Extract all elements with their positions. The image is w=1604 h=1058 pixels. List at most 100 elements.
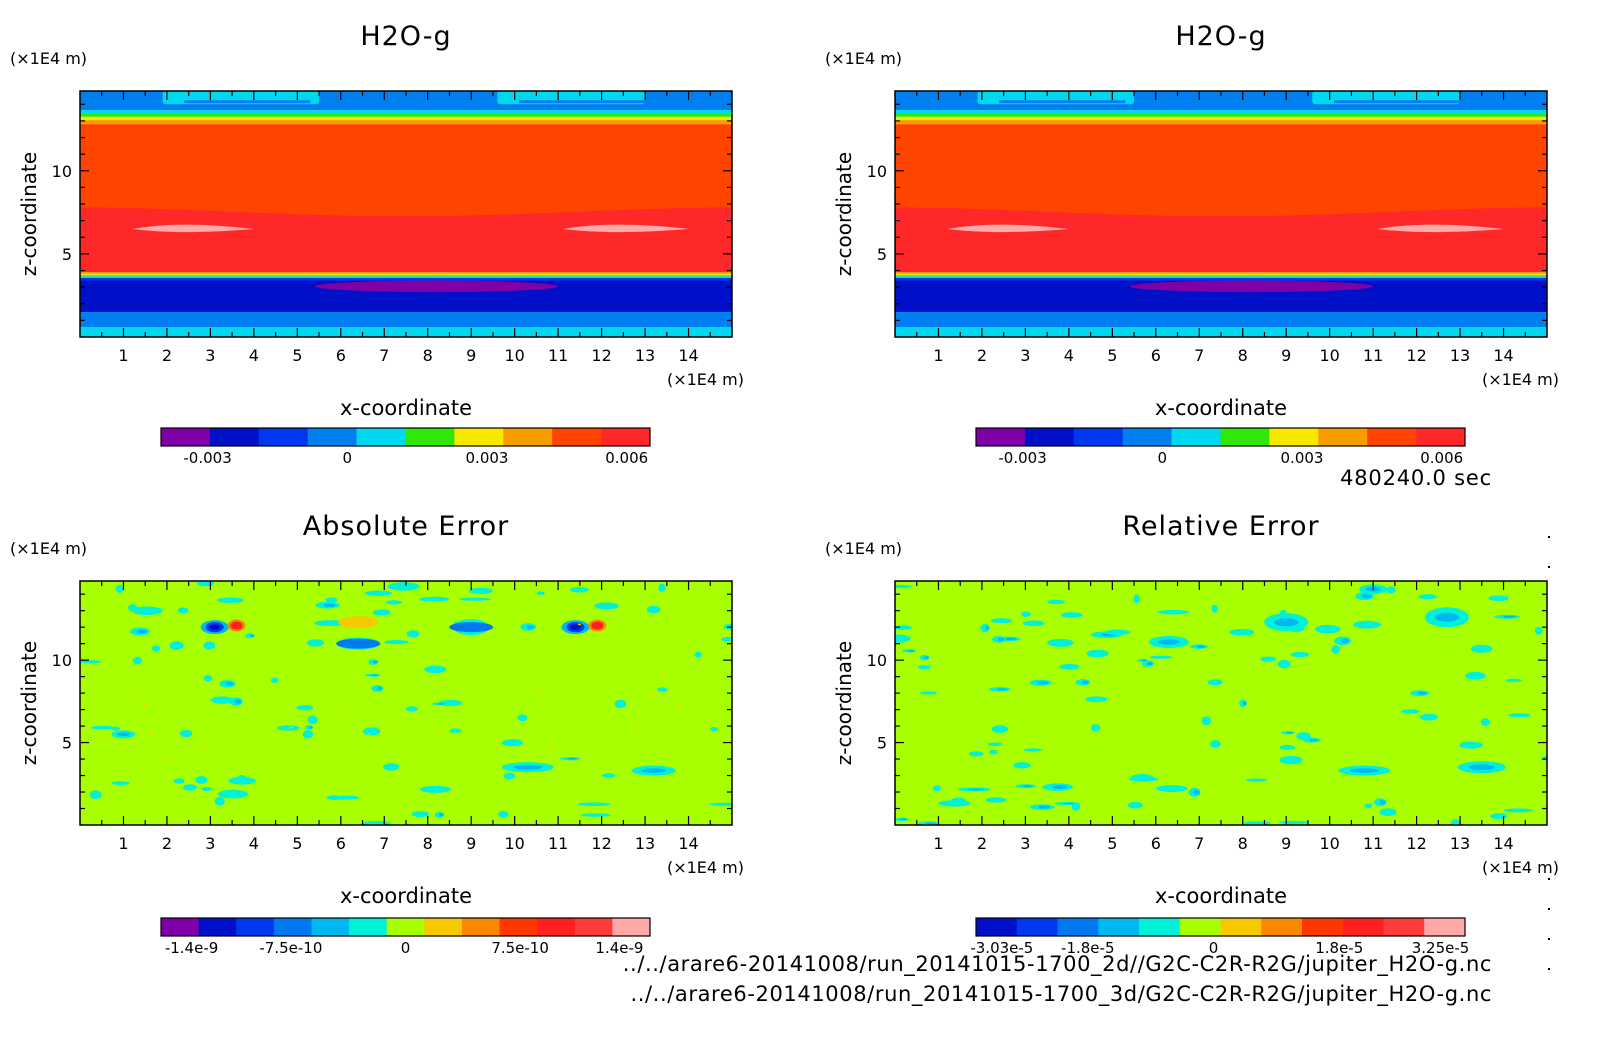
x-tick-label: 9: [466, 834, 476, 853]
noise-blob-core: [967, 788, 985, 791]
x-tick-label: 9: [1281, 834, 1291, 853]
noise-blob: [710, 727, 719, 732]
x-tick-label: 5: [292, 346, 302, 365]
x-tick-label: 1: [118, 346, 128, 365]
x-axis-label: x-coordinate: [1155, 884, 1287, 908]
cyan-region-core: [116, 732, 131, 737]
noise-blob: [214, 797, 225, 806]
colorbar-tick-label: 0.003: [1281, 449, 1324, 467]
positive-speckle: [357, 681, 361, 683]
x-tick-label: 14: [1493, 834, 1513, 853]
noise-blob: [1488, 595, 1509, 602]
band-lower-mid-blue: [80, 312, 732, 328]
noise-blob-core: [1417, 691, 1427, 695]
noise-blob: [111, 781, 130, 786]
noise-blob: [932, 785, 942, 792]
colorbar-swatch: [1016, 918, 1058, 936]
top-blue-line: [519, 100, 654, 104]
x-tick-label: 12: [1406, 834, 1426, 853]
y-tick-label: 5: [877, 245, 887, 264]
y-tick-label: 10: [867, 162, 887, 181]
colorbar-swatch: [1383, 918, 1425, 936]
colorbar-tick-label: 0.006: [1420, 449, 1463, 467]
positive-speckle: [494, 747, 498, 750]
positive-speckle: [722, 636, 726, 638]
noise-blob: [302, 730, 314, 739]
x-tick-label: 13: [1450, 834, 1470, 853]
noise-blob-core: [1038, 805, 1051, 809]
noise-blob: [305, 725, 313, 730]
noise-blob: [372, 609, 391, 616]
noise-blob: [195, 776, 208, 784]
x-tick-label: 13: [635, 346, 655, 365]
x-tick-label: 7: [379, 834, 389, 853]
margin-dot: [1548, 536, 1550, 538]
x-tick-label: 11: [548, 346, 568, 365]
band-upper-yellow: [80, 116, 732, 121]
positive-speckle: [633, 730, 637, 732]
noise-blob: [203, 675, 213, 682]
colorbar-swatch: [1367, 428, 1417, 446]
noise-blob: [1503, 808, 1533, 813]
positive-speckle: [326, 625, 330, 628]
x-tick-label: 11: [1363, 834, 1383, 853]
noise-blob: [1155, 785, 1188, 793]
noise-blob-core: [1052, 785, 1068, 790]
noise-blob: [449, 728, 462, 733]
colorbar-swatch: [1220, 918, 1262, 936]
noise-blob: [985, 797, 1006, 803]
noise-blob-core: [1286, 731, 1294, 734]
noise-blob: [216, 597, 245, 604]
noise-blob: [296, 705, 314, 711]
band-upper-orange: [895, 120, 1547, 125]
positive-speckle: [349, 734, 353, 737]
noise-blob-core: [526, 625, 535, 629]
noise-blob-core: [225, 681, 234, 686]
colorbar-frame: [160, 427, 651, 447]
positive-speckle: [232, 649, 236, 651]
error-background: [80, 581, 732, 825]
colorbar-swatch: [258, 428, 308, 446]
colorbar-tick-label: 0: [1158, 449, 1168, 467]
colorbar-swatch: [1318, 428, 1368, 446]
noise-blob: [1047, 638, 1074, 647]
band-transition-orange: [80, 272, 732, 274]
noise-blob: [270, 677, 279, 683]
noise-blob: [1260, 656, 1277, 662]
x-tick-label: 6: [1151, 834, 1161, 853]
positive-speckle: [661, 673, 665, 676]
positive-speckle: [390, 724, 394, 727]
colorbar-swatch: [1424, 918, 1466, 936]
noise-blob: [237, 775, 247, 782]
noise-blob: [115, 584, 124, 593]
noise-blob-core: [437, 703, 445, 705]
colorbar-swatch: [424, 918, 463, 936]
noise-blob-core: [1004, 637, 1017, 641]
x-tick-label: 8: [423, 346, 433, 365]
noise-blob-core: [1242, 701, 1247, 706]
noise-blob: [1246, 778, 1268, 782]
noise-blob: [419, 596, 450, 602]
positive-speckle: [143, 703, 147, 706]
top-blue-line: [184, 100, 311, 104]
noise-blob: [694, 651, 702, 658]
colorbar-swatch: [1261, 918, 1303, 936]
colorbar-swatch: [386, 918, 425, 936]
cyan-region-core: [1274, 618, 1299, 627]
noise-blob: [1130, 774, 1154, 782]
x-tick-label: 13: [1450, 346, 1470, 365]
noise-blob: [1085, 696, 1108, 703]
x-tick-label: 1: [933, 346, 943, 365]
noise-blob: [424, 665, 447, 674]
colorbar: -0.003 0 0.003 0.006: [160, 427, 651, 467]
colorbar-swatch: [1342, 918, 1384, 936]
x-tick-label: 12: [1406, 346, 1426, 365]
colorbar-swatch: [1122, 428, 1172, 446]
colorbar-swatch: [601, 428, 651, 446]
noise-blob: [1127, 801, 1143, 809]
noise-blob: [325, 597, 338, 603]
pink-maximum-right: [562, 224, 689, 233]
noise-blob: [895, 625, 912, 630]
colorbar-swatch: [161, 918, 199, 936]
